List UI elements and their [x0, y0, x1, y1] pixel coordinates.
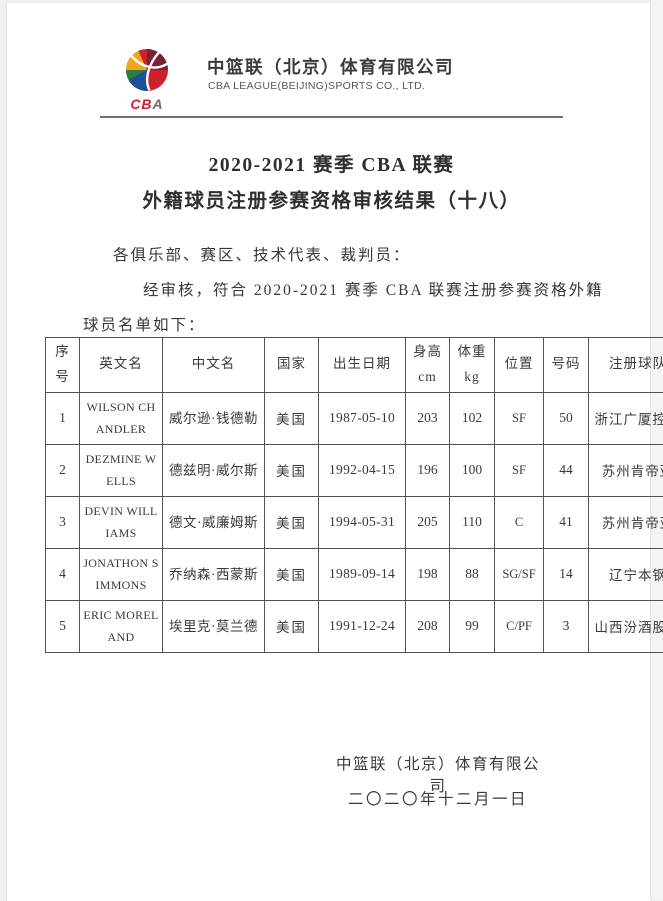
table-cell: 美国	[265, 600, 319, 652]
table-cell: 1987-05-10	[319, 392, 406, 444]
column-header-3: 中文名	[163, 338, 265, 393]
cba-logo-icon: CBA	[118, 46, 176, 114]
table-cell: 美国	[265, 496, 319, 548]
table-cell: WILSON CHANDLER	[80, 392, 163, 444]
column-header-1: 序 号	[46, 338, 80, 393]
table-cell: 198	[406, 548, 450, 600]
salutation-text: 各俱乐部、赛区、技术代表、裁判员：	[113, 243, 411, 265]
table-cell: 1994-05-31	[319, 496, 406, 548]
table-cell: 4	[46, 548, 80, 600]
column-header-10: 注册球队	[589, 338, 663, 393]
table-cell: 乔纳森·西蒙斯	[163, 548, 265, 600]
table-cell: 1989-09-14	[319, 548, 406, 600]
table-cell: C/PF	[495, 600, 544, 652]
table-cell: 浙江广厦控股	[589, 392, 663, 444]
column-header-2: 英文名	[80, 338, 163, 393]
table-cell: JONATHON SIMMONS	[80, 548, 163, 600]
table-cell: 100	[450, 444, 495, 496]
table-cell: 88	[450, 548, 495, 600]
table-cell: DEVIN WILLIAMS	[80, 496, 163, 548]
table-cell: 110	[450, 496, 495, 548]
table-cell: 3	[544, 600, 589, 652]
table-cell: 205	[406, 496, 450, 548]
table-cell: 1991-12-24	[319, 600, 406, 652]
column-header-7: 体重 kg	[450, 338, 495, 393]
table-cell: ERIC MORELAND	[80, 600, 163, 652]
table-cell: 威尔逊·钱德勒	[163, 392, 265, 444]
table-cell: 1	[46, 392, 80, 444]
table-cell: C	[495, 496, 544, 548]
company-name-cn: 中篮联（北京）体育有限公司	[207, 54, 454, 79]
document-title-line1: 2020-2021 赛季 CBA 联赛	[0, 148, 663, 177]
table-cell: 埃里克·莫兰德	[163, 600, 265, 652]
table-cell: 5	[46, 600, 80, 652]
intro-paragraph-line2: 球员名单如下：	[83, 313, 206, 335]
table-cell: 苏州肯帝亚	[589, 444, 663, 496]
table-cell: 2	[46, 444, 80, 496]
table-cell: 203	[406, 392, 450, 444]
column-header-4: 国家	[265, 338, 319, 393]
table-cell: 辽宁本钢	[589, 548, 663, 600]
column-header-6: 身高 cm	[406, 338, 450, 393]
cba-logo-wordmark: CBA	[130, 96, 163, 112]
table-cell: 196	[406, 444, 450, 496]
table-cell: 美国	[265, 444, 319, 496]
signature-date: 二〇二〇年十二月一日	[330, 787, 546, 809]
table-cell: 苏州肯帝亚	[589, 496, 663, 548]
table-cell: 3	[46, 496, 80, 548]
table-cell: 美国	[265, 392, 319, 444]
table-cell: 1992-04-15	[319, 444, 406, 496]
header-divider	[100, 116, 563, 118]
column-header-5: 出生日期	[319, 338, 406, 393]
table-cell: 山西汾酒股份	[589, 600, 663, 652]
table-cell: SF	[495, 392, 544, 444]
table-cell: 41	[544, 496, 589, 548]
table-cell: SG/SF	[495, 548, 544, 600]
table-cell: 德兹明·威尔斯	[163, 444, 265, 496]
company-name-en: CBA LEAGUE(BEIJING)SPORTS CO., LTD.	[208, 80, 425, 92]
column-header-8: 位置	[495, 338, 544, 393]
table-cell: 99	[450, 600, 495, 652]
column-header-9: 号码	[544, 338, 589, 393]
table-cell: 44	[544, 444, 589, 496]
table-cell: 208	[406, 600, 450, 652]
table-cell: 102	[450, 392, 495, 444]
table-cell: 50	[544, 392, 589, 444]
table-cell: DEZMINE WELLS	[80, 444, 163, 496]
table-cell: 美国	[265, 548, 319, 600]
table-cell: SF	[495, 444, 544, 496]
table-cell: 德文·威廉姆斯	[163, 496, 265, 548]
table-cell: 14	[544, 548, 589, 600]
intro-paragraph-line1: 经审核，符合 2020-2021 赛季 CBA 联赛注册参赛资格外籍	[143, 278, 604, 300]
document-title-line2: 外籍球员注册参赛资格审核结果（十八）	[0, 184, 663, 213]
